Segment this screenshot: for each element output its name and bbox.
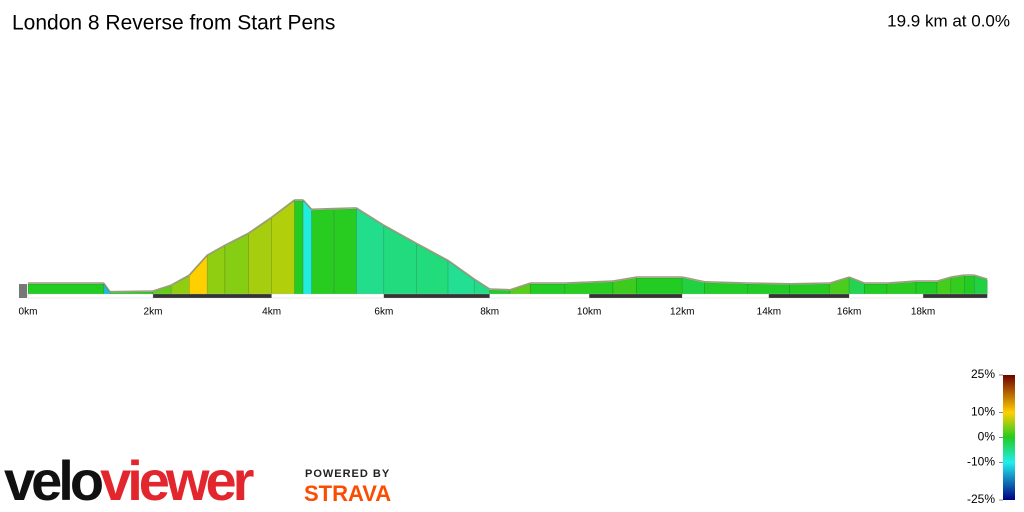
profile-edge — [206, 244, 226, 256]
profile-edge — [302, 199, 313, 210]
profile-edge — [682, 276, 705, 283]
profile-edge — [247, 216, 273, 234]
x-tick-label: 16km — [837, 307, 861, 318]
colorbar-label: 25% — [971, 367, 995, 381]
x-tick-label: 14km — [757, 307, 781, 318]
chart-title: London 8 Reverse from Start Pens — [12, 12, 335, 35]
x-tick-label: 4km — [262, 307, 281, 318]
distance-bar — [849, 293, 924, 299]
profile-edge — [383, 224, 417, 244]
profile-edge — [489, 288, 511, 291]
profile-segment — [964, 275, 975, 297]
profile-edge — [848, 276, 865, 284]
start-marker — [19, 284, 27, 298]
profile-edge — [415, 242, 449, 262]
profile-segment — [294, 200, 304, 297]
profile-segment — [636, 277, 683, 297]
strava-logo: STRAVA — [304, 481, 391, 506]
profile-edge — [170, 274, 190, 286]
profile-edge — [271, 199, 296, 218]
distance-bar — [271, 293, 385, 299]
profile-edge — [704, 280, 748, 284]
profile-segment — [311, 209, 335, 297]
distance-bar — [922, 293, 988, 299]
powered-by: POWERED BY — [305, 468, 390, 480]
profile-edge — [188, 254, 208, 276]
distance-bar — [27, 293, 154, 299]
profile-edge — [936, 276, 952, 282]
profile-edge — [473, 278, 491, 290]
profile-edge — [509, 282, 531, 291]
profile-edge — [311, 207, 335, 210]
distance-bar — [682, 293, 770, 299]
colorbar — [1003, 375, 1015, 500]
profile-segment — [189, 255, 208, 297]
profile-edge — [747, 282, 790, 285]
x-tick-label: 12km — [670, 307, 694, 318]
profile-segment — [302, 200, 312, 297]
profile-edge — [334, 207, 357, 210]
x-tick-label: 8km — [480, 307, 499, 318]
profile-edge — [447, 259, 475, 280]
brand-part: velo — [4, 449, 103, 512]
profile-segment — [383, 225, 417, 297]
x-tick-label: 10km — [577, 307, 601, 318]
brand-part: viewer — [100, 449, 254, 512]
colorbar-label: 10% — [971, 405, 995, 419]
profile-edge — [886, 280, 917, 284]
x-tick-label: 18km — [911, 307, 935, 318]
profile-edge — [789, 282, 830, 285]
profile-edge — [612, 276, 637, 282]
brand-logo: veloviewer — [4, 449, 254, 512]
profile-edge — [950, 274, 965, 278]
profile-edge — [355, 207, 385, 226]
profile-segment — [333, 208, 357, 297]
profile-edge — [829, 276, 850, 284]
colorbar-label: -25% — [967, 492, 995, 506]
colorbar-label: 0% — [978, 430, 996, 444]
x-tick-label: 6km — [374, 307, 393, 318]
distance-bar — [768, 293, 850, 299]
profile-edge — [974, 274, 988, 280]
x-tick-label: 2km — [144, 307, 163, 318]
distance-bar — [152, 293, 272, 299]
distance-bar — [588, 293, 683, 299]
profile-edge — [224, 232, 249, 246]
chart-subtitle: 19.9 km at 0.0% — [887, 11, 1010, 30]
distance-bar — [489, 293, 590, 299]
profile-edge — [103, 282, 111, 293]
profile-segment — [170, 275, 190, 297]
profile-edge — [152, 284, 172, 292]
distance-bar — [383, 293, 490, 299]
x-tick-label: 0km — [19, 307, 38, 318]
profile-segment — [447, 260, 475, 297]
profile-segment — [950, 275, 965, 297]
profile-edge — [109, 290, 154, 293]
colorbar-label: -10% — [967, 455, 995, 469]
profile-edge — [564, 280, 614, 284]
